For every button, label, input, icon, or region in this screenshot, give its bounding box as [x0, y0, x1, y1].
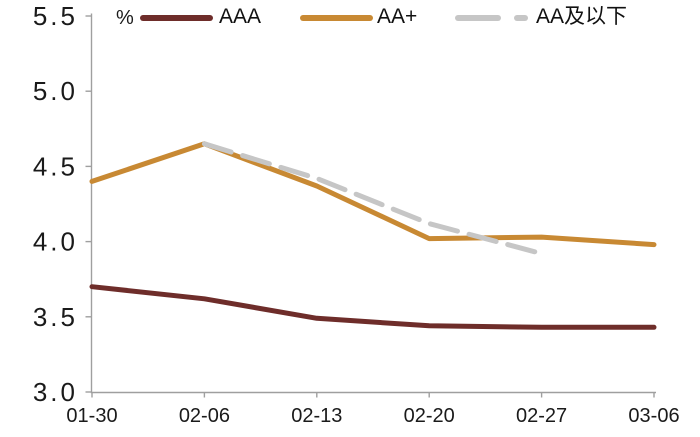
- series-line-0: [89, 284, 657, 330]
- x-axis-tick-label: 02-20: [404, 405, 455, 427]
- x-axis-tick-label: 02-06: [179, 405, 230, 427]
- y-axis-unit-label: %: [116, 7, 134, 29]
- legend-label-0: AAA: [219, 5, 262, 28]
- series-line-1: [89, 141, 657, 248]
- x-axis-tick-label: 03-06: [628, 405, 679, 427]
- y-axis-tick-label: 4.5: [33, 151, 78, 181]
- series-line-2: [201, 141, 545, 257]
- y-axis-tick-label: 3.0: [33, 377, 78, 407]
- x-axis-tick-label: 01-30: [66, 405, 117, 427]
- x-axis-tick-label: 02-27: [516, 405, 567, 427]
- x-axis-tick-label: 02-13: [291, 405, 342, 427]
- y-axis-tick-label: 3.5: [33, 302, 78, 332]
- legend-label-2: AA及以下: [536, 5, 628, 28]
- y-axis-tick-label: 4.0: [33, 227, 78, 257]
- legend-label-1: AA+: [377, 5, 418, 28]
- y-axis-tick-label: 5.0: [33, 76, 78, 106]
- legend-swatch-0: [140, 15, 213, 21]
- chart-legend: % AAA AA+ AA及以下: [0, 0, 700, 34]
- legend-swatch-1: [300, 15, 373, 21]
- y-axis-tick-label: 5.5: [33, 1, 78, 31]
- legend-swatch-2: [455, 15, 528, 21]
- legend-dash-segment: [514, 15, 528, 21]
- legend-dash-segment: [455, 15, 501, 21]
